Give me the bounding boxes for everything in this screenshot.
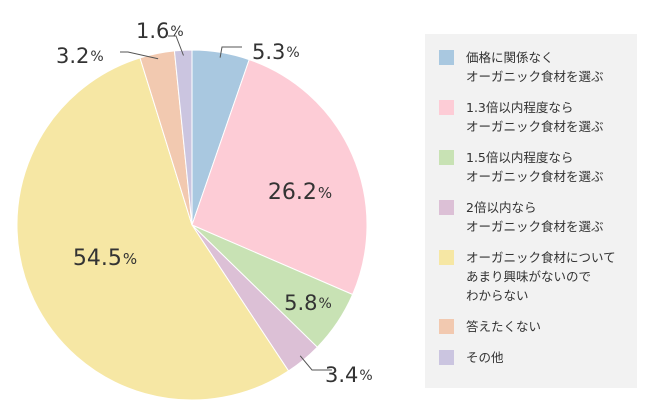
legend-label: 1.3倍以内程度なら オーガニック食材を選ぶ xyxy=(466,100,604,134)
legend-label: オーガニック食材について あまり興味がないので わからない xyxy=(466,250,616,303)
legend-swatch xyxy=(439,250,454,265)
leader-line xyxy=(299,355,332,371)
legend: 価格に関係なく オーガニック食材を選ぶ 1.3倍以内程度なら オーガニック食材を選… xyxy=(425,34,637,388)
pie-slice xyxy=(191,58,368,296)
leader-line xyxy=(120,51,159,60)
legend-item: その他 xyxy=(439,348,637,367)
legend-swatch xyxy=(439,50,454,65)
legend-swatch xyxy=(439,350,454,365)
slice-value-label: 3.4% xyxy=(325,363,373,387)
legend-label: 価格に関係なく オーガニック食材を選ぶ xyxy=(466,50,604,84)
legend-label: 答えたくない xyxy=(466,319,542,334)
slice-value-label: 5.8% xyxy=(284,291,332,315)
legend-swatch xyxy=(439,200,454,215)
pie-slice xyxy=(173,49,193,226)
slice-value-label: 3.2% xyxy=(56,44,104,68)
legend-item: オーガニック食材について あまり興味がないので わからない xyxy=(439,248,637,305)
slice-value-label: 54.5% xyxy=(73,246,137,271)
legend-item: 1.5倍以内程度なら オーガニック食材を選ぶ xyxy=(439,148,637,186)
legend-item: 価格に関係なく オーガニック食材を選ぶ xyxy=(439,48,637,86)
legend-label: 1.5倍以内程度なら オーガニック食材を選ぶ xyxy=(466,150,604,184)
leader-line xyxy=(219,46,242,58)
legend-swatch xyxy=(439,100,454,115)
slice-value-label: 5.3% xyxy=(252,40,300,64)
slice-value-label: 1.6% xyxy=(136,19,184,43)
legend-label: 2倍以内なら オーガニック食材を選ぶ xyxy=(466,200,604,234)
pie-slice xyxy=(16,57,290,401)
legend-item: 答えたくない xyxy=(439,317,637,336)
slice-value-label: 26.2% xyxy=(268,180,332,205)
leader-line xyxy=(168,35,184,56)
legend-swatch xyxy=(439,150,454,165)
legend-item: 2倍以内なら オーガニック食材を選ぶ xyxy=(439,198,637,236)
legend-swatch xyxy=(439,319,454,334)
legend-item: 1.3倍以内程度なら オーガニック食材を選ぶ xyxy=(439,98,637,136)
legend-label: その他 xyxy=(466,350,504,365)
